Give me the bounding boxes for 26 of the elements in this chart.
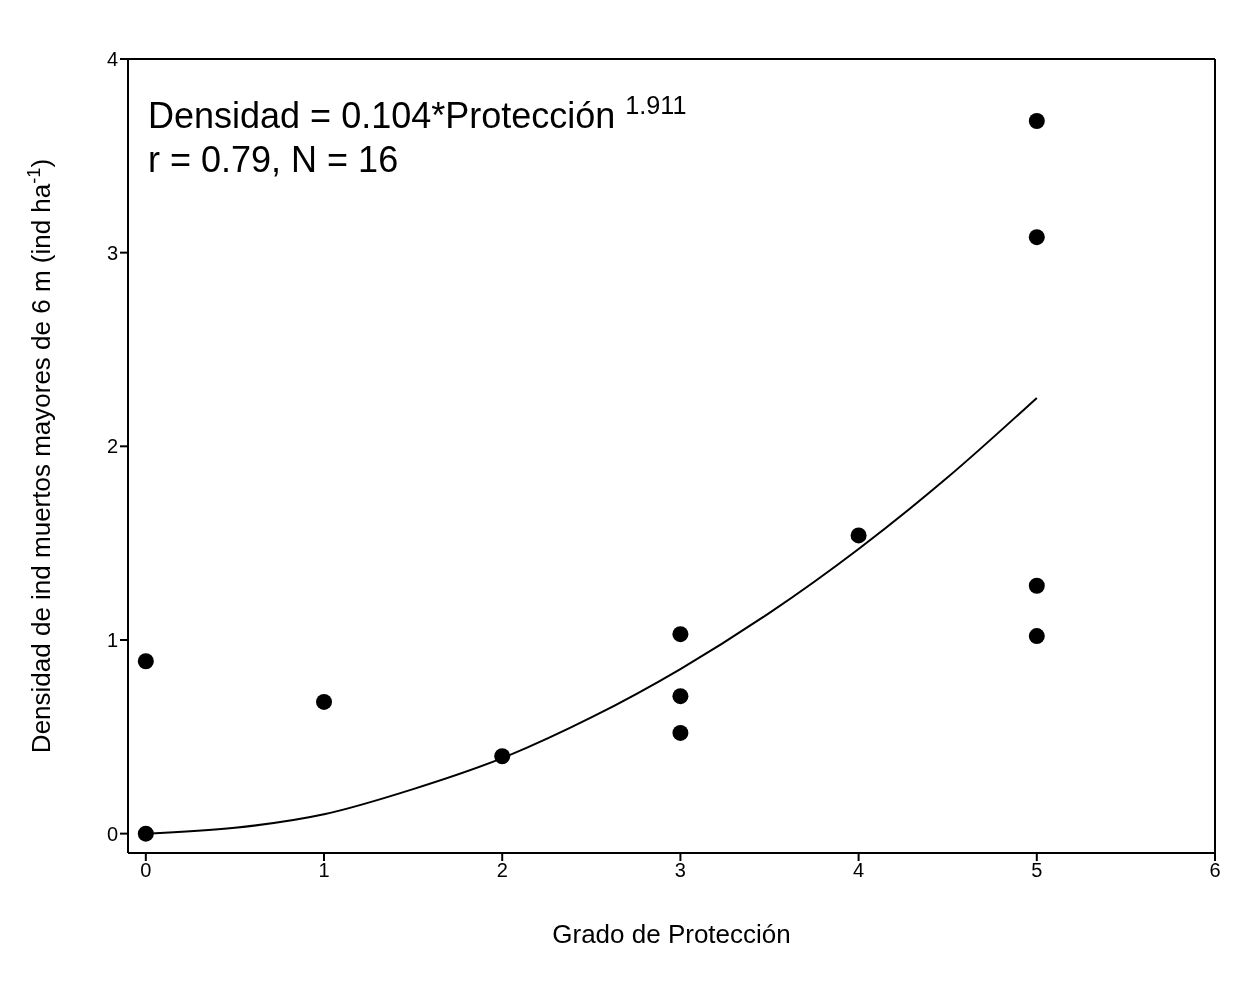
point: [1028, 112, 1045, 129]
x-tick-label: 0: [140, 859, 152, 882]
x-axis-title: Grado de Protección: [552, 919, 791, 949]
y-tick-label: 2: [106, 435, 118, 458]
point: [316, 693, 333, 710]
x-tick-label: 2: [496, 859, 508, 882]
x-tick-label: 5: [1031, 859, 1043, 882]
point: [672, 724, 689, 741]
y-tick-label: 3: [106, 241, 118, 264]
x-tick-label: 1: [318, 859, 330, 882]
point: [1028, 577, 1045, 594]
point: [137, 653, 154, 670]
x-tick-label: 3: [674, 859, 686, 882]
point: [1028, 628, 1045, 645]
point: [850, 527, 867, 544]
annotation: Densidad = 0.104*Protección $^{1.911}$: [148, 91, 687, 136]
y-tick-label: 1: [106, 629, 118, 652]
point: [1028, 229, 1045, 246]
point: [672, 626, 689, 643]
point: [137, 825, 154, 842]
x-tick-label: 4: [853, 859, 865, 882]
x-tick-label: 6: [1209, 859, 1221, 882]
point: [672, 688, 689, 705]
y-tick-label: 4: [106, 48, 118, 71]
y-tick-label: 0: [106, 822, 118, 845]
annotation: r = 0.79, N = 16: [148, 139, 399, 180]
